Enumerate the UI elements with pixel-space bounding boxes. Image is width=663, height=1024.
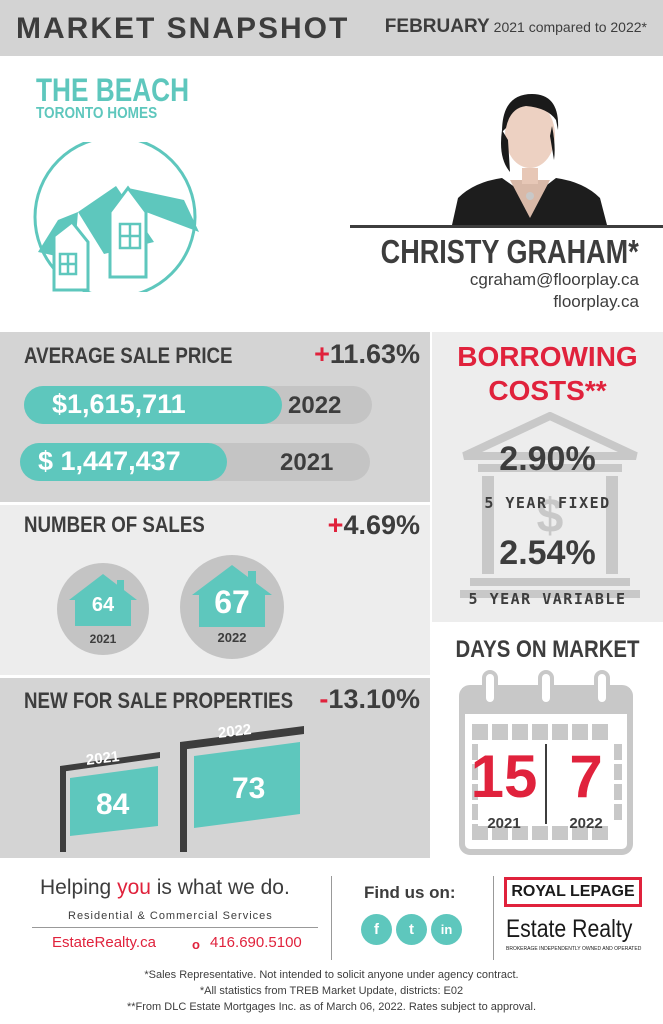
- footer-rule: [32, 927, 318, 928]
- change-sign: +: [327, 510, 344, 540]
- for-sale-value: 84: [96, 788, 130, 821]
- for-sale-sign-icon: [180, 726, 304, 852]
- area-title: THE BEACH: [36, 72, 190, 108]
- logo-tagline: BROKERAGE INDEPENDENTLY OWNED AND OPERAT…: [506, 946, 642, 952]
- days-year: 2022: [569, 815, 603, 832]
- sales-value: 67: [214, 584, 250, 620]
- change-sign: +: [314, 339, 330, 369]
- logo-main-text: ROYAL LEPAGE: [507, 880, 639, 904]
- agent-website[interactable]: floorplay.ca: [553, 292, 639, 311]
- borrowing-title-line2: COSTS**: [488, 375, 607, 406]
- days-on-market-title: DAYS ON MARKET: [455, 636, 640, 663]
- new-for-sale-change: -13.10%: [319, 684, 420, 715]
- footnote: *Sales Representative. Not intended to s…: [144, 969, 519, 981]
- footnote: *All statistics from TREB Market Update,…: [199, 985, 464, 997]
- footer-divider: [493, 876, 494, 960]
- find-us-label: Find us on:: [364, 883, 456, 902]
- sales-year: 2021: [89, 632, 117, 646]
- services-text: Residential & Commercial Services: [68, 910, 273, 922]
- tagline-highlight: you: [117, 876, 151, 899]
- number-of-sales-title: NUMBER OF SALES: [24, 512, 205, 537]
- borrowing-title-line1: BORROWING: [457, 341, 638, 372]
- agent-divider: [350, 225, 663, 228]
- borrowing-costs-panel: [432, 332, 663, 622]
- days-value: 7: [569, 743, 603, 810]
- sales-value: 64: [91, 594, 115, 616]
- area-subtitle: TORONTO HOMES: [36, 105, 158, 122]
- average-sale-price-title: AVERAGE SALE PRICE: [24, 343, 233, 368]
- footnote: **From DLC Estate Mortgages Inc. as of M…: [126, 1001, 537, 1013]
- change-value: 11.63%: [329, 339, 420, 369]
- average-sale-price-change: +11.63%: [314, 339, 420, 370]
- company-website-link[interactable]: EstateRealty.ca: [52, 934, 156, 951]
- price-bar-year: 2021: [280, 449, 334, 476]
- footer-divider: [331, 876, 332, 960]
- house-icon: [69, 574, 137, 626]
- period-label: FEBRUARY 2021 compared to 2022*: [385, 16, 647, 38]
- days-year: 2021: [487, 815, 521, 832]
- number-of-sales-change: +4.69%: [328, 510, 420, 541]
- price-bar-year: 2022: [288, 392, 342, 419]
- logo-sub-text: Estate Realty: [506, 915, 633, 943]
- tagline-end: is what we do.: [150, 876, 290, 899]
- borrowing-costs-title: BORROWING COSTS**: [432, 340, 663, 408]
- svg-text:$: $: [537, 490, 564, 543]
- house-illustration-icon: [33, 142, 199, 292]
- agent-photo: [452, 94, 607, 225]
- new-for-sale-title: NEW FOR SALE PROPERTIES: [24, 688, 294, 713]
- tagline-start: Helping: [40, 876, 118, 899]
- phone-number[interactable]: 416.690.5100: [210, 934, 302, 951]
- bank-dollar-icon: $: [460, 412, 640, 598]
- twitter-icon[interactable]: t: [396, 914, 427, 945]
- page-title: MARKET SNAPSHOT: [16, 12, 350, 45]
- change-sign: -: [319, 684, 329, 714]
- price-bar-value: $ 1,447,437: [38, 446, 181, 476]
- fixed-rate: 2.90%: [499, 440, 596, 478]
- phone-icon: o: [192, 937, 200, 952]
- tagline: Helping you is what we do.: [40, 876, 290, 900]
- period-comparison: 2021 compared to 2022*: [493, 19, 647, 35]
- sales-year: 2022: [217, 630, 247, 645]
- change-value: 4.69%: [343, 510, 420, 540]
- price-bar-fill: [24, 386, 282, 424]
- header-bar: [0, 0, 663, 56]
- change-value: 13.10%: [328, 684, 420, 714]
- agent-name: CHRISTY GRAHAM*: [380, 233, 639, 270]
- panel-divider: [430, 332, 432, 858]
- house-icon: [192, 565, 272, 627]
- price-bar-value: $1,615,711: [52, 389, 186, 419]
- period-month: FEBRUARY: [384, 16, 490, 37]
- facebook-icon[interactable]: f: [361, 914, 392, 945]
- variable-rate-label: 5 YEAR VARIABLE: [468, 590, 627, 608]
- for-sale-value: 73: [232, 772, 266, 805]
- variable-rate: 2.54%: [499, 534, 596, 572]
- price-bar-fill: [20, 443, 227, 481]
- for-sale-sign-icon: [60, 752, 160, 852]
- calendar-icon: [459, 670, 633, 855]
- days-value: 15: [470, 743, 538, 810]
- fixed-rate-label: 5 YEAR FIXED: [484, 494, 611, 512]
- linkedin-icon[interactable]: in: [431, 914, 462, 945]
- agent-email[interactable]: cgraham@floorplay.ca: [469, 270, 639, 289]
